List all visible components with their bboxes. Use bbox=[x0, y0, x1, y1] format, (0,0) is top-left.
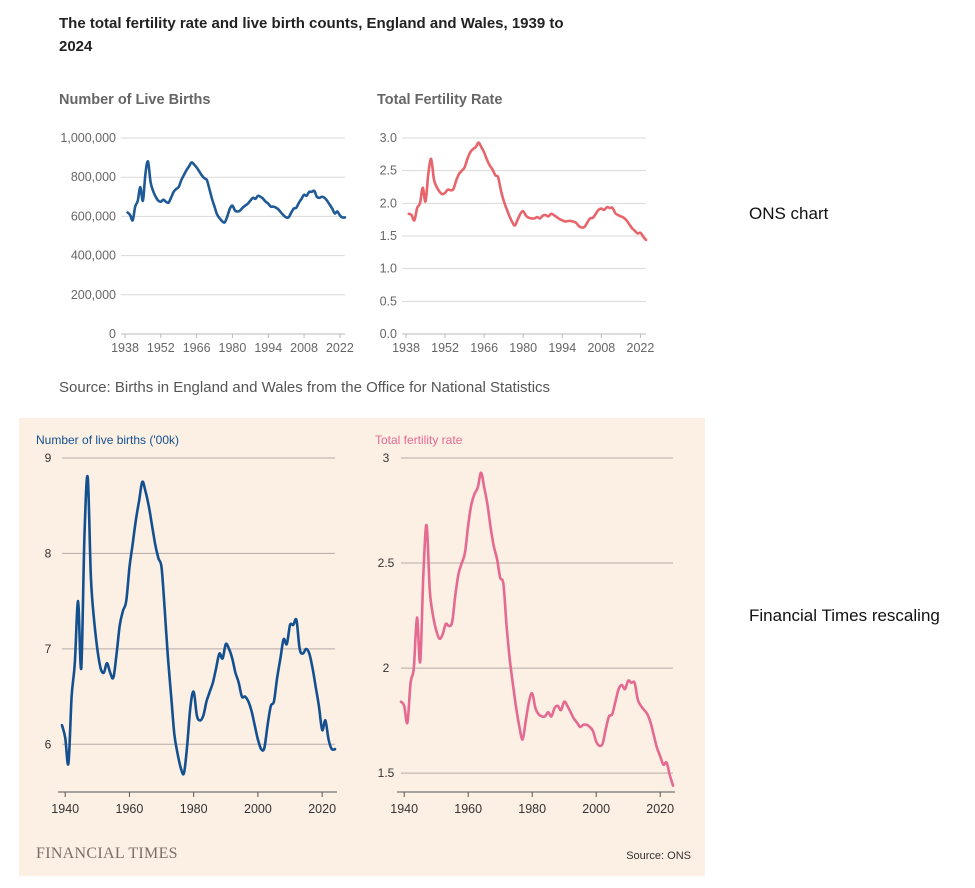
ons-tfr-title: Total Fertility Rate bbox=[377, 92, 502, 108]
ons-births-title: Number of Live Births bbox=[59, 92, 210, 108]
ft-births-xtick-label: 1980 bbox=[180, 802, 208, 816]
ons-births-xtick-label: 1966 bbox=[183, 341, 211, 355]
ons-tfr-xtick-label: 2008 bbox=[587, 341, 615, 355]
ft-source: Source: ONS bbox=[626, 850, 691, 862]
ft-births-xtick-label: 1940 bbox=[51, 802, 79, 816]
ons-births-ytick-label: 1,000,000 bbox=[60, 131, 116, 145]
ft-births-xtick-label: 2020 bbox=[308, 802, 336, 816]
ons-tfr-ytick-label: 2.5 bbox=[380, 164, 397, 178]
ons-births-ytick-label: 800,000 bbox=[71, 170, 116, 184]
ons-title-line-1: The total fertility rate and live birth … bbox=[59, 15, 564, 32]
ons-tfr-xtick-label: 1980 bbox=[509, 341, 537, 355]
ons-tfr-ytick-label: 3.0 bbox=[380, 131, 397, 145]
ft-brand-logo: FINANCIAL TIMES bbox=[36, 845, 178, 862]
ft-tfr-ytick-label: 1.5 bbox=[378, 766, 395, 780]
ons-births-ytick-label: 0 bbox=[109, 327, 116, 341]
ons-tfr-ytick-label: 0.5 bbox=[380, 294, 397, 308]
ft-chart-label: Financial Times rescaling bbox=[749, 606, 940, 625]
ft-births-chart: Number of live births ('00k) 6 7 8 9 1940 1960… bbox=[36, 433, 337, 816]
ons-births-ytick-label: 600,000 bbox=[71, 209, 116, 223]
ft-tfr-xtick-label: 1960 bbox=[454, 802, 482, 816]
ft-births-xtick-label: 2000 bbox=[244, 802, 272, 816]
ons-births-series-line bbox=[126, 160, 347, 224]
ft-births-ytick-label: 9 bbox=[45, 451, 52, 465]
ft-tfr-ytick-label: 3 bbox=[383, 451, 390, 465]
ons-tfr-series-line bbox=[407, 141, 648, 242]
ons-tfr-xtick-label: 1966 bbox=[470, 341, 498, 355]
ons-tfr-ytick-label: 0.0 bbox=[380, 327, 397, 341]
ons-births-ytick-label: 400,000 bbox=[71, 249, 116, 263]
ft-births-ytick-label: 7 bbox=[45, 642, 52, 656]
ons-births-ytick-label: 200,000 bbox=[71, 288, 116, 302]
ft-births-series-line bbox=[60, 474, 337, 776]
ft-births-title: Number of live births ('00k) bbox=[36, 433, 179, 447]
ons-chart-label: ONS chart bbox=[749, 204, 829, 223]
ons-births-chart: Number of Live Births 0 200,000 400,000 600,… bbox=[59, 92, 354, 355]
ons-births-xtick-label: 1980 bbox=[219, 341, 247, 355]
ons-tfr-xtick-label: 1994 bbox=[548, 341, 576, 355]
ft-chart-panel bbox=[19, 418, 705, 876]
ons-births-xtick-label: 1952 bbox=[147, 341, 175, 355]
ons-title-line-2: 2024 bbox=[59, 38, 93, 55]
ons-tfr-ytick-label: 1.0 bbox=[380, 262, 397, 276]
ons-births-xtick-label: 1994 bbox=[254, 341, 282, 355]
ons-tfr-ytick-label: 1.5 bbox=[380, 229, 397, 243]
ons-tfr-ytick-label: 2.0 bbox=[380, 196, 397, 210]
ft-tfr-xtick-label: 1940 bbox=[390, 802, 418, 816]
ons-tfr-xtick-label: 1938 bbox=[392, 341, 420, 355]
ft-tfr-xtick-label: 2000 bbox=[582, 802, 610, 816]
ft-births-xtick-label: 1960 bbox=[116, 802, 144, 816]
ons-births-xtick-label: 1938 bbox=[111, 341, 139, 355]
ons-tfr-chart: Total Fertility Rate 0.0 0.5 1.0 1.5 2.0 2.5 3.… bbox=[377, 92, 654, 355]
ons-tfr-xtick-label: 2022 bbox=[627, 341, 655, 355]
ft-tfr-chart: Total fertility rate 1.5 2 2.5 3 1940 1960 1980… bbox=[375, 433, 675, 816]
ft-tfr-xtick-label: 1980 bbox=[518, 802, 546, 816]
ons-births-xtick-label: 2008 bbox=[290, 341, 318, 355]
ft-births-ytick-label: 6 bbox=[45, 737, 52, 751]
ft-tfr-ytick-label: 2 bbox=[383, 661, 390, 675]
ons-tfr-xtick-label: 1952 bbox=[431, 341, 459, 355]
ft-tfr-xtick-label: 2020 bbox=[646, 802, 674, 816]
ft-tfr-title: Total fertility rate bbox=[375, 433, 463, 447]
ft-tfr-ytick-label: 2.5 bbox=[378, 556, 395, 570]
ons-births-xtick-label: 2022 bbox=[326, 341, 354, 355]
ft-births-ytick-label: 8 bbox=[45, 546, 52, 560]
ft-tfr-series-line bbox=[399, 471, 675, 787]
ons-source: Source: Births in England and Wales from… bbox=[59, 379, 550, 396]
